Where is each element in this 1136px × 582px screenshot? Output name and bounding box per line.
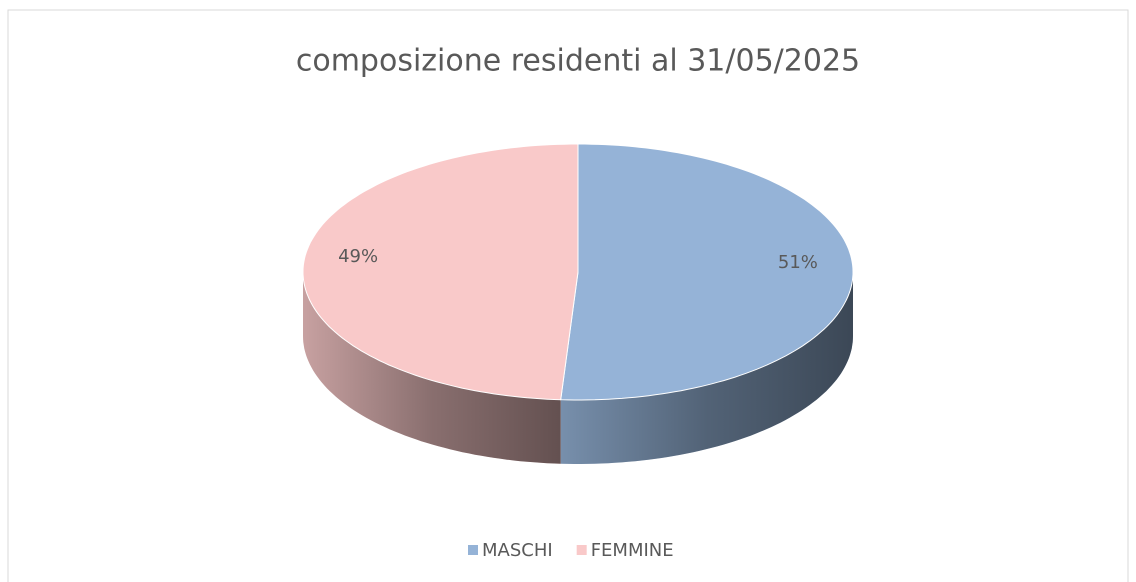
legend-label: MASCHI (482, 540, 553, 561)
slice (560, 143, 854, 401)
slice-side-shade (560, 272, 853, 464)
legend-label: FEMMINE (591, 540, 674, 561)
data-label: 49% (338, 246, 378, 267)
legend-marker (576, 545, 587, 555)
legend-marker (468, 545, 478, 555)
slice-side-shade (303, 272, 561, 464)
chart-title: composizione residenti al 31/05/2025 (296, 44, 860, 79)
slice (302, 143, 579, 401)
data-label: 51% (778, 252, 818, 273)
